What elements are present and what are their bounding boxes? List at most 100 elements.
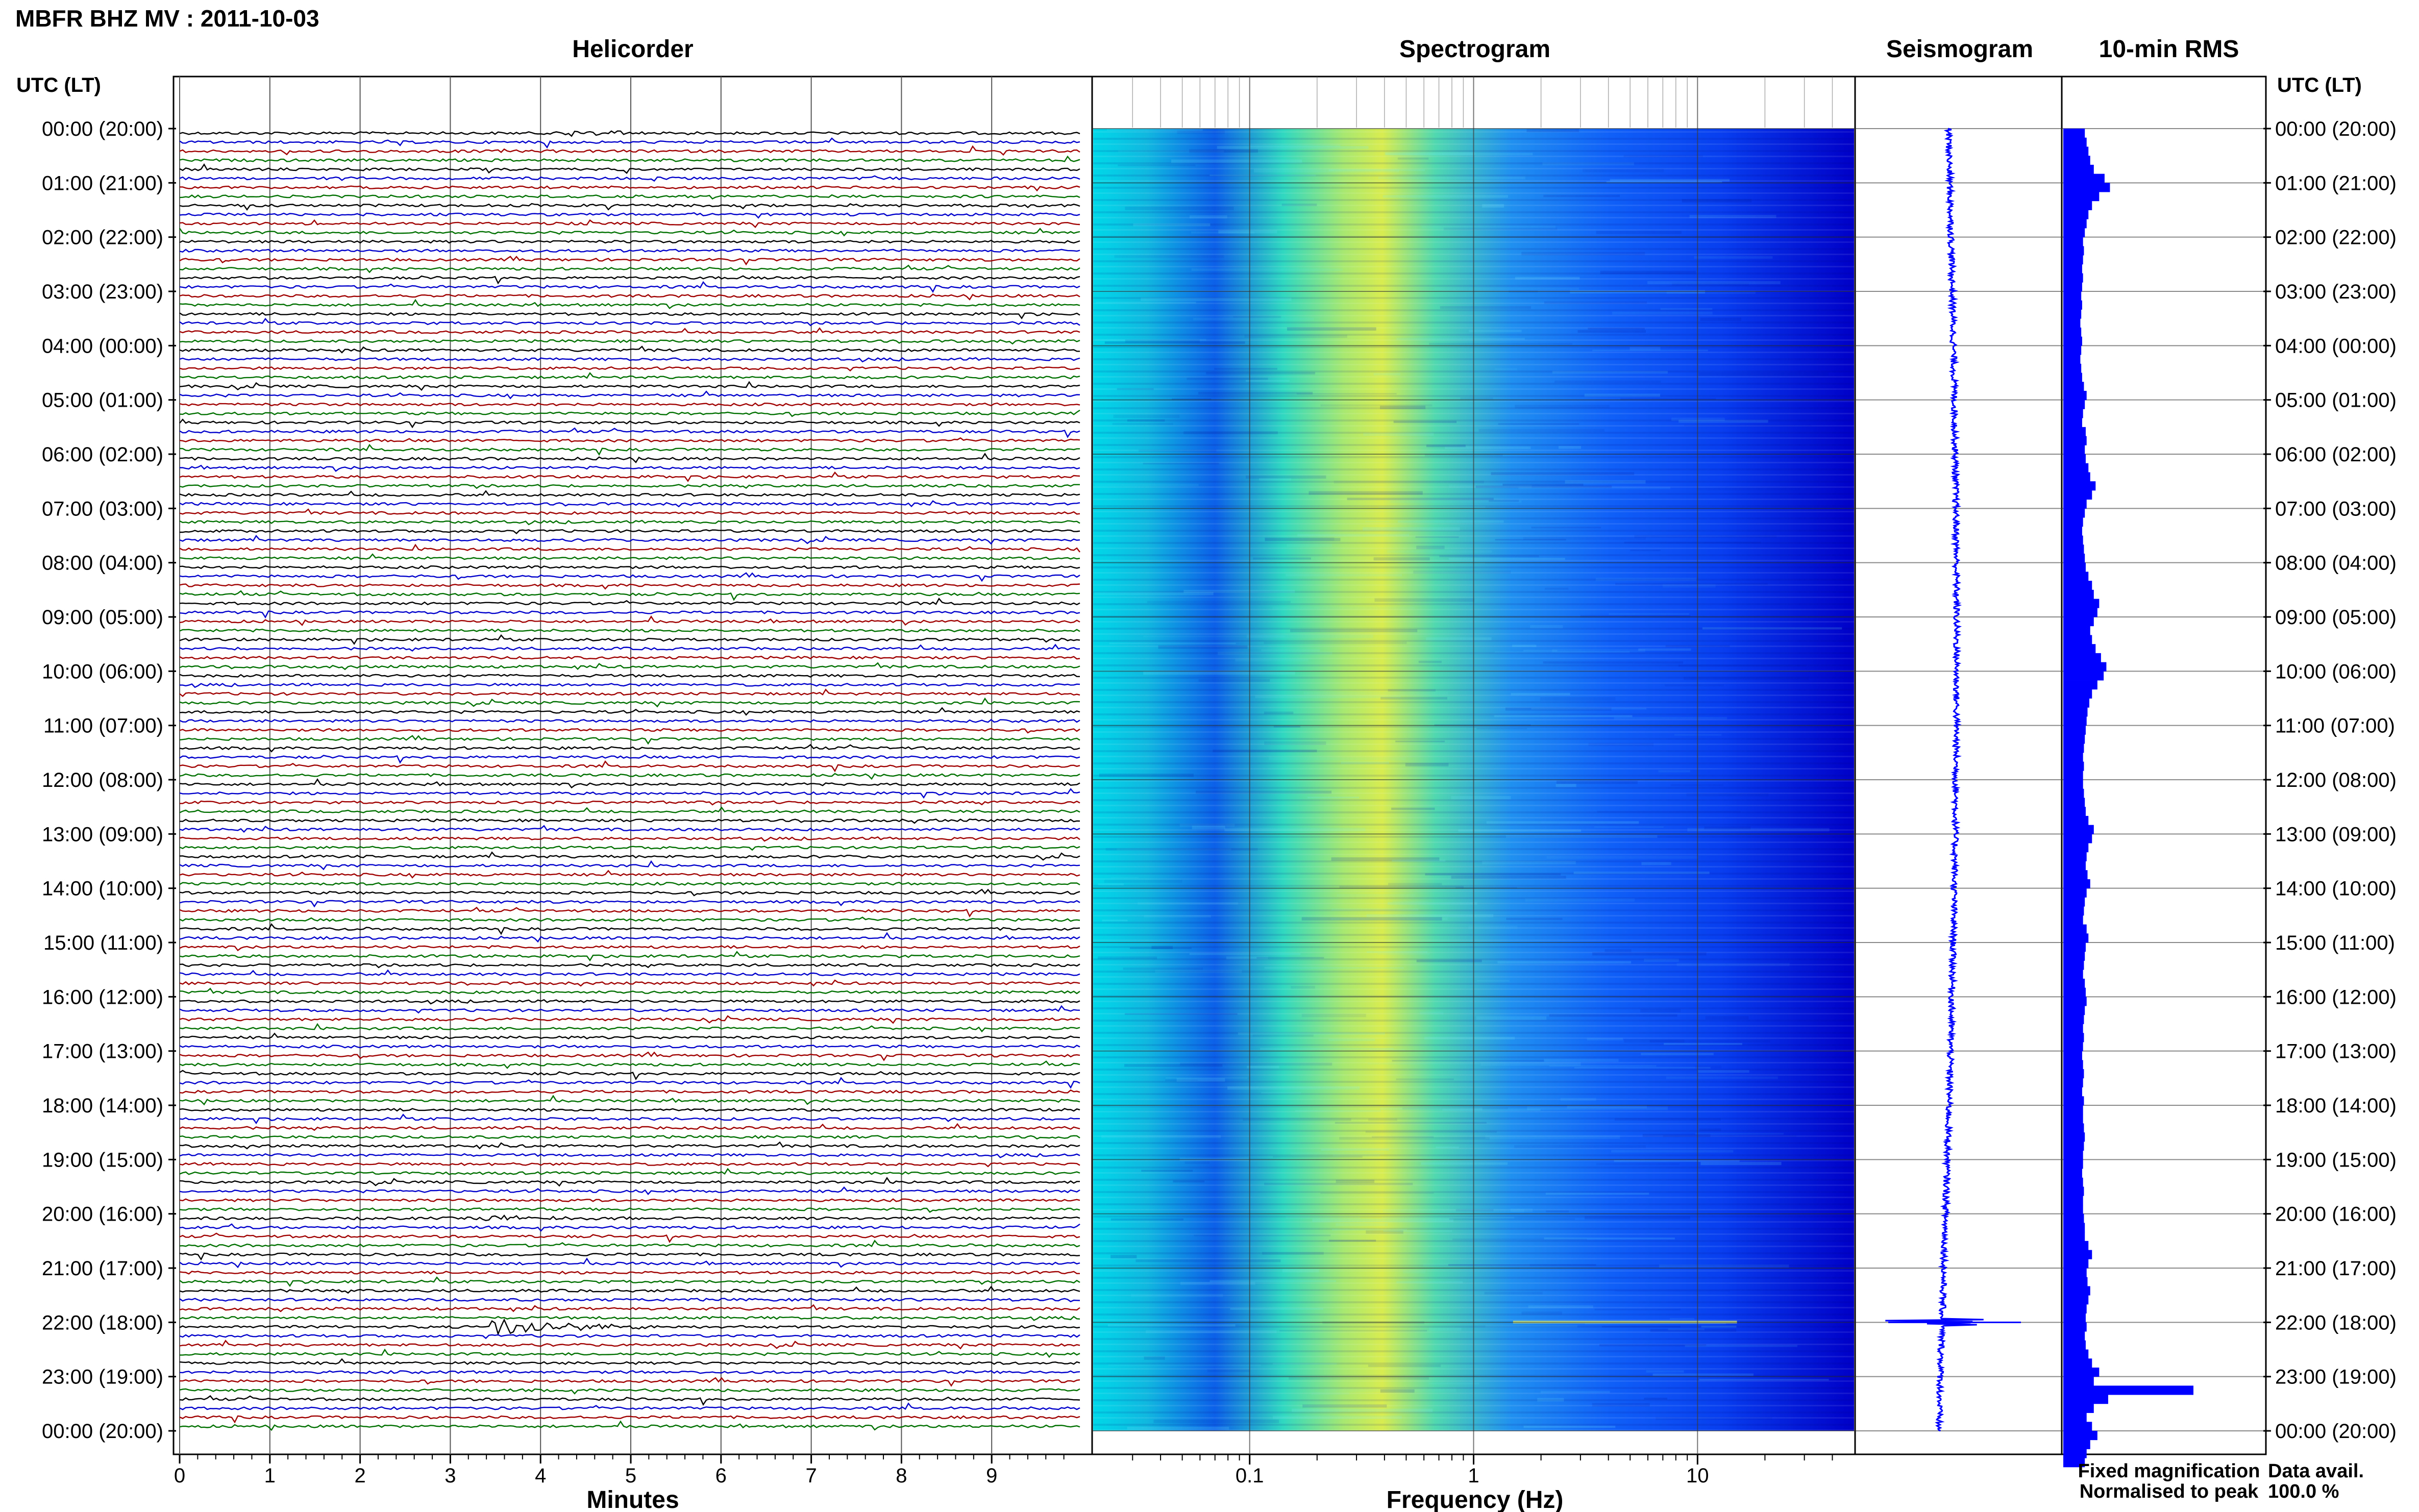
helicorder-trace bbox=[179, 427, 1080, 438]
spectrogram-noise bbox=[1596, 231, 1682, 234]
rms-bar bbox=[2063, 1042, 2083, 1052]
spectrogram-noise bbox=[1469, 330, 1522, 332]
spectrogram-noise bbox=[1475, 485, 1612, 488]
spectrogram-noise bbox=[1143, 463, 1219, 465]
spectrogram-noise bbox=[1130, 1294, 1223, 1297]
helicorder-title: Helicorder bbox=[572, 36, 693, 63]
rms-bar bbox=[2063, 1006, 2085, 1015]
spectrogram-noise bbox=[1451, 876, 1566, 879]
helicorder-x-tick-label: 2 bbox=[354, 1465, 365, 1487]
rms-bar bbox=[2063, 1395, 2108, 1404]
spectrogram-noise bbox=[1123, 967, 1203, 970]
spectrogram-noise bbox=[1337, 894, 1416, 897]
spectrogram-noise bbox=[1104, 341, 1245, 344]
rms-bar bbox=[2063, 1150, 2083, 1160]
rms-bars bbox=[2063, 129, 2193, 1468]
helicorder-trace bbox=[179, 256, 1080, 266]
helicorder-trace bbox=[179, 674, 1080, 678]
spectrogram-noise bbox=[1118, 150, 1224, 153]
spectrogram-noise bbox=[1385, 152, 1475, 156]
spectrogram-noise bbox=[1426, 444, 1466, 448]
helicorder-trace bbox=[180, 529, 1080, 535]
spectrogram-noise bbox=[1227, 1086, 1360, 1090]
helicorder-trace bbox=[180, 185, 1080, 192]
rms-bar bbox=[2063, 1286, 2090, 1296]
spectrogram-noise bbox=[1565, 480, 1646, 484]
spectrogram-noise bbox=[1102, 920, 1128, 922]
spectrogram-noise bbox=[1413, 571, 1511, 574]
rms-bar bbox=[2063, 1331, 2085, 1341]
rms-bar bbox=[2063, 671, 2104, 681]
spectrogram-noise bbox=[1153, 1419, 1279, 1423]
hour-label: 05:00 (01:00) bbox=[42, 389, 163, 412]
helicorder-trace bbox=[179, 1420, 1080, 1431]
helicorder-trace bbox=[179, 836, 1080, 842]
spectrogram-noise bbox=[1396, 338, 1525, 340]
spectrogram-noise bbox=[1264, 966, 1404, 969]
rms-bar bbox=[2063, 780, 2083, 789]
spectrogram-noise bbox=[1272, 606, 1415, 610]
rms-bar bbox=[2063, 183, 2110, 192]
rms-bar bbox=[2063, 970, 2083, 979]
spectrogram-noise bbox=[1368, 1364, 1441, 1367]
helicorder-trace bbox=[179, 688, 1080, 698]
spectrogram-noise bbox=[1526, 129, 1579, 132]
rms-bar bbox=[2063, 1105, 2083, 1115]
helicorder-trace bbox=[179, 583, 1080, 590]
spectrogram-noise bbox=[1458, 829, 1582, 832]
rms-bar bbox=[2063, 943, 2086, 952]
spectrogram-noise bbox=[1594, 826, 1664, 828]
helicorder-trace bbox=[179, 293, 1080, 301]
spectrogram-noise bbox=[1497, 961, 1632, 964]
spectrogram-noise bbox=[1335, 1122, 1487, 1124]
spectrogram-noise bbox=[1573, 872, 1710, 874]
spectrogram-noise bbox=[1336, 1223, 1388, 1226]
rms-bar bbox=[2063, 318, 2081, 328]
spectrogram-noise bbox=[1418, 660, 1442, 663]
helicorder-trace bbox=[179, 846, 1080, 851]
spectrogram-noise bbox=[1264, 741, 1326, 745]
rms-bar bbox=[2063, 960, 2084, 970]
spectrogram-noise bbox=[1124, 1013, 1238, 1015]
spectrogram-noise bbox=[1369, 1048, 1405, 1052]
rms-bar bbox=[2063, 1313, 2086, 1323]
spectrogram-noise bbox=[1259, 478, 1292, 481]
spectrogram-noise bbox=[1429, 342, 1573, 345]
spectrogram-noise bbox=[1585, 1216, 1690, 1220]
rms-bar bbox=[2063, 192, 2100, 202]
helicorder-trace bbox=[179, 339, 1080, 345]
rms-bar bbox=[2063, 933, 2089, 943]
spectrogram-noise bbox=[1099, 773, 1194, 777]
helicorder-trace bbox=[180, 800, 1080, 806]
spectrogram-noise bbox=[1245, 380, 1290, 382]
rms-bar bbox=[2063, 156, 2090, 165]
spectrogram-noise bbox=[1647, 281, 1781, 284]
rms-bar bbox=[2063, 282, 2082, 292]
rms-bar bbox=[2063, 1087, 2082, 1097]
spectrogram-noise bbox=[1336, 1179, 1375, 1183]
spectrogram-noise bbox=[1696, 487, 1813, 491]
rms-bar bbox=[2063, 589, 2094, 599]
spectrogram-noise bbox=[1451, 796, 1511, 800]
rms-bar bbox=[2063, 599, 2100, 608]
spectrogram-noise bbox=[1521, 1311, 1562, 1315]
spectrogram-noise bbox=[1392, 901, 1428, 903]
spectrogram-noise bbox=[1261, 649, 1320, 652]
hour-label: 08:00 (04:00) bbox=[42, 552, 163, 575]
helicorder-trace bbox=[179, 464, 1080, 472]
spectrogram-noise bbox=[1421, 225, 1556, 229]
rms-bar bbox=[2063, 1069, 2084, 1079]
spectrogram-noise bbox=[1528, 1305, 1593, 1308]
spectrogram-noise bbox=[1416, 959, 1482, 962]
seismogram-frame bbox=[1854, 76, 2063, 1455]
spectrogram-noise bbox=[1443, 227, 1558, 231]
spectrogram-noise bbox=[1544, 301, 1647, 304]
rms-bar bbox=[2063, 1096, 2084, 1106]
spectrogram-noise bbox=[1331, 857, 1440, 861]
hour-label: 19:00 (15:00) bbox=[42, 1149, 163, 1171]
hour-label: 15:00 (11:00) bbox=[43, 932, 163, 954]
helicorder-trace bbox=[179, 951, 1080, 962]
helicorder-trace bbox=[179, 1395, 1080, 1406]
spectrogram-noise bbox=[1638, 648, 1691, 651]
spectrogram-noise bbox=[1484, 1292, 1543, 1295]
